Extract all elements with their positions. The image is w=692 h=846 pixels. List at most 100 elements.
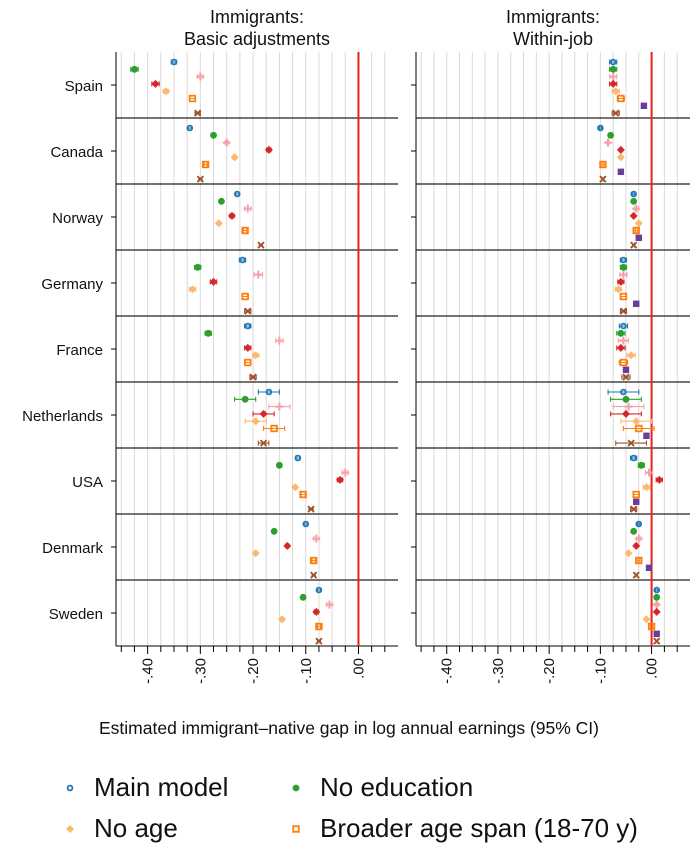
point-s3 xyxy=(254,270,263,279)
point-broad xyxy=(201,160,210,169)
point-main xyxy=(315,586,323,594)
country-label-usa: USA xyxy=(72,474,103,491)
panel-title-line1: Immigrants: xyxy=(506,7,600,27)
point-s7 xyxy=(653,630,660,637)
x-tick-label: -.40 xyxy=(140,658,157,684)
country-label-sweden: Sweden xyxy=(49,606,103,623)
point-s4 xyxy=(652,607,661,616)
point-noage xyxy=(616,153,625,162)
point-s4 xyxy=(616,145,625,154)
x-axis-title: Estimated immigrant–native gap in log an… xyxy=(99,718,599,738)
point-s4 xyxy=(616,343,625,352)
point-broad xyxy=(635,424,643,433)
point-noedu xyxy=(617,329,625,337)
point-s7 xyxy=(640,102,648,109)
country-group-france xyxy=(616,322,636,381)
point-noage xyxy=(291,483,300,492)
point-noedu xyxy=(218,197,225,205)
ci-bar-broad xyxy=(316,624,322,629)
point-noage xyxy=(230,153,239,162)
point-noage xyxy=(614,285,623,294)
ci-bar-broad xyxy=(243,228,248,233)
point-s4 xyxy=(243,343,252,352)
panel-basic-adjustments: Immigrants:Basic adjustments -.40 -.30 -.20… xyxy=(111,7,398,684)
point-s4 xyxy=(283,541,292,550)
x-tick-label: -.20 xyxy=(541,658,558,684)
point-s4 xyxy=(632,541,641,550)
point-noedu xyxy=(241,395,249,403)
point-main xyxy=(239,256,246,264)
ci-bar-broad xyxy=(300,492,306,497)
ci-bar-broad xyxy=(622,426,655,431)
legend-symbol xyxy=(292,824,300,833)
country-labels: Spain Canada Norway Germany France Netherland… xyxy=(22,78,104,623)
point-s7 xyxy=(645,564,653,571)
point-s7 xyxy=(633,498,640,505)
x-tick-label: -.20 xyxy=(245,658,262,684)
point-main xyxy=(653,586,661,594)
point-s8 xyxy=(315,637,323,645)
point-noedu xyxy=(299,593,307,601)
point-broad xyxy=(617,94,625,103)
country-group-canada xyxy=(186,124,273,183)
ci-bar-broad xyxy=(650,624,654,629)
point-noedu xyxy=(609,65,617,73)
point-s8 xyxy=(257,241,265,249)
point-broad xyxy=(619,292,628,301)
point-broad xyxy=(309,556,318,565)
legend-marker-broad xyxy=(292,824,300,833)
point-noage xyxy=(251,549,260,558)
point-s3 xyxy=(312,534,321,543)
point-noage xyxy=(642,615,651,624)
point-noedu xyxy=(630,197,638,205)
point-broad xyxy=(619,358,628,367)
panel-title-line2: Basic adjustments xyxy=(184,29,330,49)
country-label-germany: Germany xyxy=(41,276,103,293)
country-group-denmark xyxy=(624,520,653,579)
x-tick-label: -.10 xyxy=(592,658,609,684)
point-broad xyxy=(647,622,656,631)
x-tick-label: .00 xyxy=(644,658,661,679)
point-noedu xyxy=(270,527,278,535)
point-s3 xyxy=(634,534,643,543)
point-s8 xyxy=(196,175,204,183)
point-s3 xyxy=(341,468,350,477)
point-s3 xyxy=(325,600,334,609)
point-noage xyxy=(627,351,636,360)
point-main xyxy=(597,124,604,132)
point-broad xyxy=(299,490,307,499)
legend-item-noage: No age xyxy=(60,813,178,844)
point-s8 xyxy=(630,241,638,249)
country-group-netherlands xyxy=(607,388,655,447)
legend-label: Broader age span (18-70 y) xyxy=(320,813,638,843)
point-broad xyxy=(635,556,643,565)
point-noedu xyxy=(637,461,645,469)
legend-symbol xyxy=(66,784,74,791)
point-s4 xyxy=(621,409,630,418)
point-s7 xyxy=(633,300,640,307)
country-label-canada: Canada xyxy=(50,144,103,161)
point-s4 xyxy=(264,145,273,154)
point-s8 xyxy=(194,109,202,117)
point-s8 xyxy=(627,439,635,447)
point-s8 xyxy=(310,571,318,579)
point-main xyxy=(630,190,637,198)
point-s8 xyxy=(244,307,252,315)
country-group-netherlands xyxy=(234,388,291,447)
point-noage xyxy=(214,219,223,228)
point-s3 xyxy=(222,138,231,147)
point-main xyxy=(630,454,637,462)
point-s4 xyxy=(151,79,160,88)
point-s3 xyxy=(632,204,641,213)
point-broad xyxy=(632,490,640,499)
country-group-norway xyxy=(629,190,643,249)
legend-symbol xyxy=(292,784,300,791)
country-group-sweden xyxy=(642,586,661,645)
legend-item-main: Main model xyxy=(60,772,228,803)
point-s4 xyxy=(227,211,236,220)
country-group-usa xyxy=(630,454,664,513)
point-s3 xyxy=(196,72,205,81)
point-noage xyxy=(162,87,171,96)
point-s3 xyxy=(275,336,284,345)
